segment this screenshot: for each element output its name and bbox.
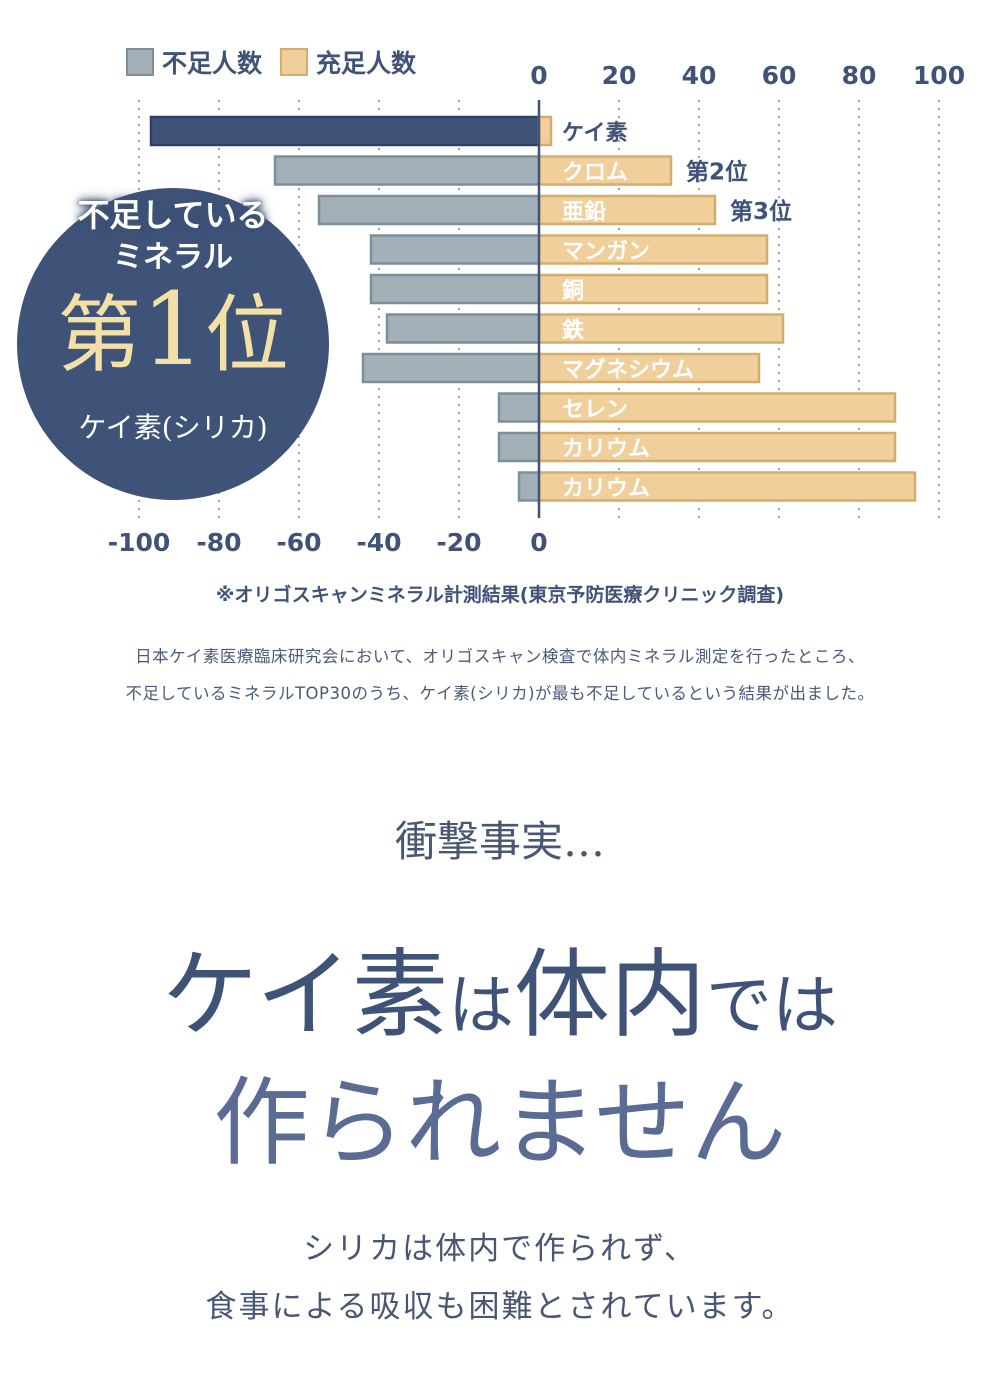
category-label: カリウム [562, 477, 650, 502]
bar-sufficient [537, 115, 553, 147]
bar-shortage [497, 431, 541, 463]
description-line1: 日本ケイ素医療臨床研究会において、オリゴスキャン検査で体内ミネラル測定を行ったと… [135, 647, 865, 666]
badge-rank-prefix: 第 [57, 286, 142, 384]
rank-annotation: 第2位 [686, 159, 748, 186]
badge-rank-suffix: 位 [204, 286, 289, 384]
category-label: カリウム [562, 437, 650, 462]
headline-line2: 作られません [213, 1067, 787, 1179]
legend-label-shortage: 不足人数 [162, 49, 263, 78]
top-tick-label: 0 [530, 61, 547, 90]
bar-shortage [517, 471, 541, 502]
category-label: セレン [562, 398, 628, 423]
headline-part4: では [706, 967, 839, 1044]
category-label: 鉄 [562, 318, 584, 344]
badge-rank-number: 1 [141, 271, 205, 388]
bar-sufficient [537, 313, 785, 344]
subtext-line2: 食事による吸収も困難とされています。 [205, 1289, 795, 1325]
legend-swatch-shortage [126, 48, 154, 76]
category-label: マグネシウム [562, 357, 694, 383]
bar-shortage [385, 313, 541, 344]
bar-sufficient [537, 194, 717, 226]
source-note: ※オリゴスキャンミネラル計測結果(東京予防医療クリニック調査) [215, 584, 785, 606]
top-tick-label: 60 [762, 61, 797, 90]
bar-shortage [369, 273, 541, 305]
top-tick-label: 100 [913, 61, 965, 90]
headline-part2: は [448, 967, 515, 1044]
category-label: ケイ素 [562, 120, 628, 146]
rank-badge: 不足している ミネラル 第1位 ケイ素(シリカ) [17, 188, 329, 500]
category-label: マンガン [562, 240, 650, 265]
chart-legend: 不足人数 充足人数 [126, 44, 434, 80]
bottom-tick-label: -40 [356, 528, 401, 557]
top-tick-label: 40 [682, 61, 717, 90]
headline-part3: 体内 [514, 939, 707, 1051]
legend-item-shortage: 不足人数 [126, 44, 262, 80]
headline-line1: ケイ素は体内では [0, 935, 1000, 1066]
bar-shortage [273, 155, 541, 186]
bar-shortage [369, 234, 541, 265]
bottom-tick-label: -100 [108, 528, 171, 557]
badge-line1: 不足している [77, 196, 269, 234]
subtext-line1: シリカは体内で作られず、 [303, 1231, 697, 1267]
bar-shortage [361, 352, 541, 384]
legend-label-sufficient: 充足人数 [316, 49, 417, 78]
category-label: 銅 [562, 278, 584, 304]
badge-line2: ミネラル [113, 240, 233, 275]
bar-sufficient [537, 471, 917, 502]
rank-annotation: 第3位 [730, 198, 792, 225]
bar-shortage [497, 392, 541, 423]
badge-mineral: ケイ素(シリカ) [78, 411, 268, 444]
bar-shortage [149, 115, 541, 147]
legend-item-sufficient: 充足人数 [280, 44, 416, 80]
top-tick-label: 80 [842, 61, 877, 90]
top-tick-label: 20 [602, 61, 637, 90]
description-line2: 不足しているミネラルTOP30のうち、ケイ素(シリカ)が最も不足しているという結… [125, 684, 875, 703]
bottom-tick-label: -20 [436, 528, 481, 557]
bar-sufficient [537, 392, 897, 423]
bar-shortage [317, 194, 541, 226]
category-label: 亜鉛 [562, 199, 606, 225]
category-label: クロム [562, 161, 628, 186]
bottom-tick-label: -60 [276, 528, 321, 557]
shock-text: 衝撃事実… [394, 817, 605, 866]
bottom-tick-label: 0 [530, 528, 547, 557]
headline-part1: ケイ素 [161, 939, 449, 1051]
badge-rank: 第1位 [17, 280, 329, 385]
bottom-tick-label: -80 [196, 528, 241, 557]
legend-swatch-sufficient [280, 48, 309, 76]
